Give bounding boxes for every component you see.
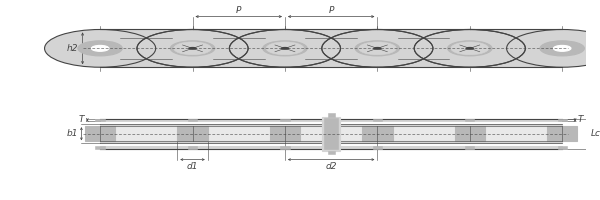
Circle shape xyxy=(540,41,584,56)
Circle shape xyxy=(414,29,526,67)
Bar xyxy=(328,151,335,154)
Bar xyxy=(392,124,455,126)
Bar xyxy=(377,29,470,67)
Bar xyxy=(193,29,285,67)
Text: T: T xyxy=(578,115,583,124)
Bar xyxy=(398,38,449,59)
Circle shape xyxy=(322,29,433,67)
Text: Lc: Lc xyxy=(590,129,600,138)
Circle shape xyxy=(373,47,382,50)
Circle shape xyxy=(466,47,474,50)
Bar xyxy=(485,126,547,141)
Bar xyxy=(300,126,362,141)
Circle shape xyxy=(553,45,571,51)
Bar xyxy=(455,126,485,141)
Bar xyxy=(324,118,338,149)
Circle shape xyxy=(358,42,396,55)
Bar xyxy=(305,38,357,59)
Bar xyxy=(100,146,562,149)
Text: d1: d1 xyxy=(187,162,198,171)
Circle shape xyxy=(263,41,307,56)
Text: P: P xyxy=(236,6,241,15)
Bar xyxy=(100,141,562,143)
Circle shape xyxy=(91,45,109,51)
Bar xyxy=(465,146,475,149)
Circle shape xyxy=(229,29,341,67)
Circle shape xyxy=(368,45,386,51)
Circle shape xyxy=(355,41,400,56)
Bar xyxy=(300,124,362,126)
Circle shape xyxy=(322,29,433,67)
Bar xyxy=(322,117,340,151)
Bar xyxy=(485,141,547,143)
Bar xyxy=(95,146,105,149)
Bar xyxy=(100,119,562,121)
Bar xyxy=(280,146,290,149)
Bar xyxy=(373,146,382,149)
Circle shape xyxy=(461,45,479,51)
Circle shape xyxy=(414,29,526,67)
Bar xyxy=(208,141,270,143)
Bar xyxy=(373,119,382,121)
Bar xyxy=(300,141,362,143)
Circle shape xyxy=(276,45,294,51)
Bar xyxy=(465,119,475,121)
Text: P: P xyxy=(328,6,334,15)
Bar xyxy=(178,126,208,141)
Circle shape xyxy=(137,29,248,67)
Bar xyxy=(270,126,300,141)
Bar xyxy=(280,119,290,121)
Bar xyxy=(362,126,392,141)
Bar xyxy=(547,126,577,141)
Bar xyxy=(328,113,335,117)
Circle shape xyxy=(229,29,341,67)
Bar xyxy=(100,29,193,67)
Text: d2: d2 xyxy=(325,162,337,171)
Circle shape xyxy=(170,41,215,56)
Circle shape xyxy=(44,29,155,67)
Circle shape xyxy=(188,47,197,50)
Bar xyxy=(485,124,547,126)
Bar xyxy=(392,126,455,141)
Bar xyxy=(121,38,172,59)
Bar xyxy=(188,146,197,149)
Bar xyxy=(188,119,197,121)
Bar xyxy=(95,119,105,121)
Circle shape xyxy=(78,41,122,56)
Bar xyxy=(115,141,178,143)
Circle shape xyxy=(184,45,202,51)
Text: b1: b1 xyxy=(67,129,79,138)
Bar xyxy=(115,124,178,126)
Bar xyxy=(100,124,562,126)
Circle shape xyxy=(448,41,492,56)
Text: h2: h2 xyxy=(67,44,78,53)
Bar xyxy=(115,126,178,141)
Circle shape xyxy=(173,42,211,55)
Bar xyxy=(85,126,115,141)
Bar xyxy=(557,119,567,121)
Bar xyxy=(470,29,562,67)
Bar xyxy=(285,29,377,67)
Circle shape xyxy=(266,42,304,55)
Bar xyxy=(392,141,455,143)
Circle shape xyxy=(506,29,600,67)
Circle shape xyxy=(137,29,248,67)
Bar xyxy=(213,38,265,59)
Bar xyxy=(208,126,270,141)
Bar xyxy=(208,124,270,126)
Bar xyxy=(557,146,567,149)
Text: T: T xyxy=(79,115,85,124)
Circle shape xyxy=(451,42,488,55)
Circle shape xyxy=(281,47,289,50)
